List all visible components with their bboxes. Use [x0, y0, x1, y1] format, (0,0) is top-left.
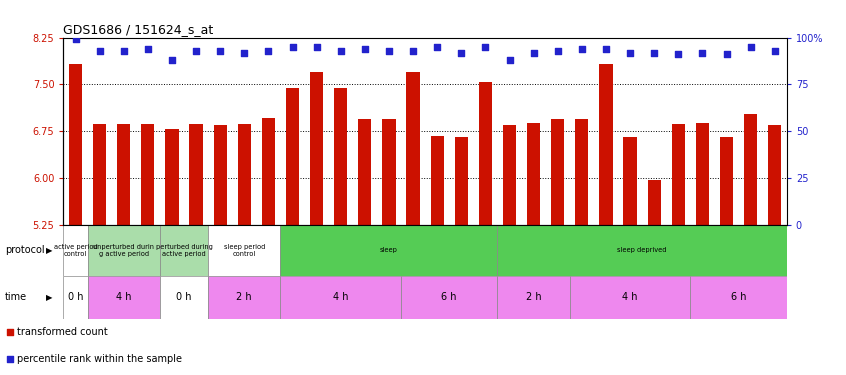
- Bar: [695, 123, 709, 225]
- Text: 4 h: 4 h: [333, 292, 349, 302]
- Bar: [690, 276, 787, 319]
- Point: [382, 48, 396, 54]
- Bar: [213, 125, 227, 225]
- Bar: [497, 276, 569, 319]
- Point: [454, 50, 468, 55]
- Point: [551, 48, 564, 54]
- Bar: [87, 225, 160, 276]
- Point: [141, 46, 155, 52]
- Bar: [208, 225, 280, 276]
- Bar: [160, 276, 208, 319]
- Point: [261, 48, 275, 54]
- Point: [599, 46, 613, 52]
- Text: sleep period
control: sleep period control: [223, 244, 265, 257]
- Bar: [431, 136, 444, 225]
- Point: [213, 48, 227, 54]
- Point: [647, 50, 661, 55]
- Bar: [599, 64, 613, 225]
- Text: ▶: ▶: [46, 292, 52, 302]
- Point: [165, 57, 179, 63]
- Point: [575, 46, 589, 52]
- Text: ▶: ▶: [46, 246, 52, 255]
- Bar: [720, 138, 733, 225]
- Bar: [280, 225, 497, 276]
- Text: sleep deprived: sleep deprived: [618, 248, 667, 254]
- Point: [431, 44, 444, 50]
- Point: [3, 356, 17, 362]
- Bar: [382, 119, 396, 225]
- Bar: [647, 180, 661, 225]
- Text: unperturbed durin
g active period: unperturbed durin g active period: [93, 244, 154, 257]
- Bar: [744, 114, 757, 225]
- Text: 0 h: 0 h: [68, 292, 83, 302]
- Point: [672, 51, 685, 57]
- Text: active period
control: active period control: [53, 244, 97, 257]
- Bar: [527, 123, 541, 225]
- Text: 2 h: 2 h: [526, 292, 541, 302]
- Bar: [63, 276, 87, 319]
- Point: [190, 48, 203, 54]
- Bar: [310, 72, 323, 225]
- Text: sleep: sleep: [380, 248, 398, 254]
- Text: GDS1686 / 151624_s_at: GDS1686 / 151624_s_at: [63, 23, 214, 36]
- Bar: [406, 72, 420, 225]
- Point: [117, 48, 130, 54]
- Point: [527, 50, 541, 55]
- Point: [238, 50, 251, 55]
- Bar: [160, 225, 208, 276]
- Bar: [117, 124, 130, 225]
- Bar: [87, 276, 160, 319]
- Text: time: time: [5, 292, 27, 302]
- Point: [720, 51, 733, 57]
- Text: 6 h: 6 h: [731, 292, 746, 302]
- Text: 4 h: 4 h: [623, 292, 638, 302]
- Bar: [454, 138, 468, 225]
- Bar: [190, 124, 203, 225]
- Point: [479, 44, 492, 50]
- Bar: [570, 276, 690, 319]
- Point: [768, 48, 782, 54]
- Text: transformed count: transformed count: [17, 327, 107, 338]
- Point: [624, 50, 637, 55]
- Bar: [69, 64, 82, 225]
- Bar: [624, 138, 637, 225]
- Point: [503, 57, 516, 63]
- Bar: [334, 87, 348, 225]
- Bar: [141, 124, 155, 225]
- Text: 0 h: 0 h: [176, 292, 192, 302]
- Point: [406, 48, 420, 54]
- Bar: [93, 124, 107, 225]
- Bar: [401, 276, 497, 319]
- Text: 4 h: 4 h: [116, 292, 131, 302]
- Bar: [238, 124, 251, 225]
- Text: perturbed during
active period: perturbed during active period: [156, 244, 212, 257]
- Bar: [575, 119, 589, 225]
- Bar: [479, 82, 492, 225]
- Bar: [286, 87, 299, 225]
- Point: [744, 44, 757, 50]
- Bar: [165, 129, 179, 225]
- Bar: [672, 124, 685, 225]
- Point: [310, 44, 323, 50]
- Point: [286, 44, 299, 50]
- Point: [358, 46, 371, 52]
- Text: percentile rank within the sample: percentile rank within the sample: [17, 354, 182, 364]
- Text: protocol: protocol: [5, 245, 45, 255]
- Bar: [208, 276, 280, 319]
- Point: [3, 329, 17, 335]
- Bar: [358, 119, 371, 225]
- Point: [69, 36, 82, 42]
- Text: 6 h: 6 h: [442, 292, 457, 302]
- Bar: [63, 225, 87, 276]
- Point: [695, 50, 709, 55]
- Point: [334, 48, 348, 54]
- Point: [93, 48, 107, 54]
- Bar: [261, 117, 275, 225]
- Bar: [551, 119, 564, 225]
- Bar: [497, 225, 787, 276]
- Bar: [768, 125, 782, 225]
- Bar: [280, 276, 401, 319]
- Bar: [503, 125, 516, 225]
- Text: 2 h: 2 h: [237, 292, 252, 302]
